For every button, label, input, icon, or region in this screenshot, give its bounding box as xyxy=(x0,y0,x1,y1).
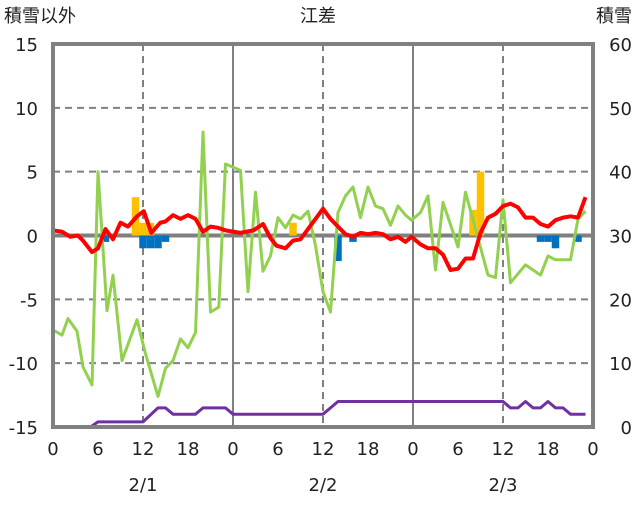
left-tick-label: -15 xyxy=(9,418,38,439)
x-tick-label: 6 xyxy=(272,439,283,460)
blue-bar xyxy=(161,235,170,242)
left-tick-label: -10 xyxy=(9,354,38,375)
right-tick-label: 20 xyxy=(609,290,632,311)
x-tick-label: 18 xyxy=(537,439,560,460)
x-tick-label: 12 xyxy=(132,439,155,460)
x-tick-label: 12 xyxy=(312,439,335,460)
orange-bar xyxy=(139,222,147,236)
orange-bar xyxy=(289,222,297,236)
red-series-line xyxy=(52,196,588,272)
left-tick-label: 15 xyxy=(15,35,38,56)
right-tick-label: 0 xyxy=(621,418,632,439)
right-tick-label: 60 xyxy=(609,35,632,56)
x-tick-label: 0 xyxy=(587,439,598,460)
green-series-line xyxy=(52,130,587,398)
right-tick-label: 10 xyxy=(609,354,632,375)
left-tick-label: -5 xyxy=(20,290,38,311)
blue-bar xyxy=(536,235,545,242)
date-label: 2/1 xyxy=(129,475,158,496)
blue-bar xyxy=(101,235,110,242)
x-tick-label: 0 xyxy=(47,439,58,460)
date-label: 2/3 xyxy=(489,475,518,496)
blue-bar xyxy=(551,235,560,249)
x-tick-label: 0 xyxy=(227,439,238,460)
blue-bar xyxy=(544,235,552,242)
blue-bar xyxy=(139,235,147,249)
purple-series-line xyxy=(53,400,586,429)
x-tick-label: 6 xyxy=(452,439,463,460)
blue-bar xyxy=(154,235,162,249)
chart-title: 江差 xyxy=(300,6,336,27)
blue-bar xyxy=(574,235,582,242)
left-axis-title: 積雪以外 xyxy=(4,6,76,27)
left-tick-label: 5 xyxy=(27,163,38,184)
plot-frame xyxy=(51,42,595,429)
left-tick-label: 0 xyxy=(27,227,38,248)
right-tick-label: 40 xyxy=(609,163,632,184)
right-axis-title: 積雪 xyxy=(596,6,632,27)
x-tick-label: 6 xyxy=(92,439,103,460)
x-tick-label: 0 xyxy=(407,439,418,460)
left-tick-label: 10 xyxy=(15,99,38,120)
blue-bar xyxy=(334,235,342,262)
orange-bar xyxy=(476,171,485,236)
blue-bar xyxy=(146,235,155,249)
x-tick-label: 18 xyxy=(177,439,200,460)
x-tick-label: 12 xyxy=(492,439,515,460)
right-tick-label: 30 xyxy=(609,227,632,248)
date-label: 2/2 xyxy=(309,475,338,496)
right-tick-label: 50 xyxy=(609,99,632,120)
x-tick-label: 18 xyxy=(357,439,380,460)
